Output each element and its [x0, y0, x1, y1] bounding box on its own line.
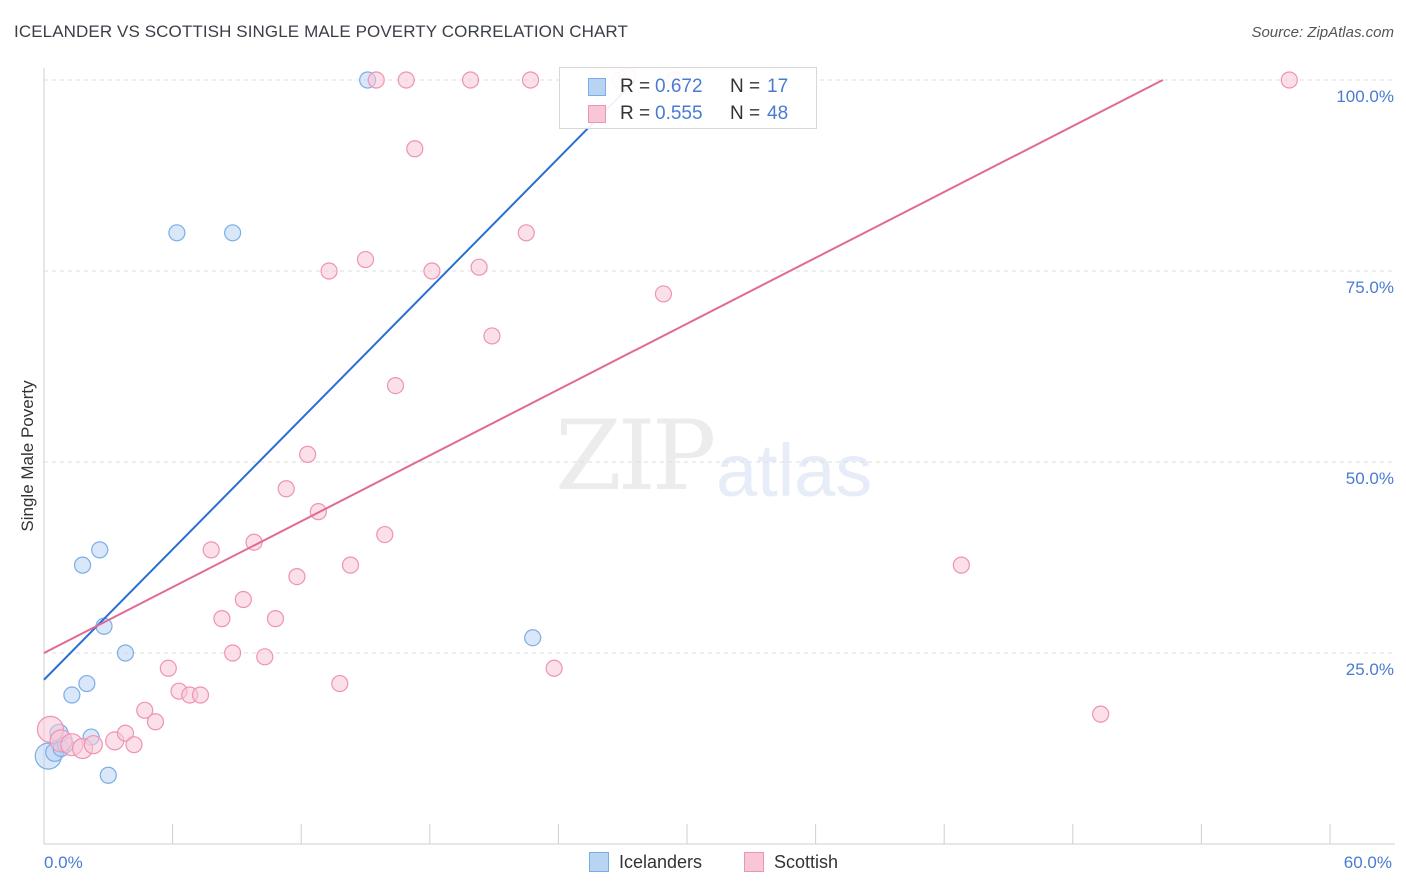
scottish-legend-swatch — [744, 852, 764, 872]
scottish-point-6 — [116, 724, 135, 742]
scottish-swatch — [588, 105, 606, 123]
watermark-zip: ZIP — [555, 400, 716, 512]
scottish-point-13 — [191, 686, 210, 704]
scottish-point-46 — [1280, 71, 1298, 89]
icelanders-point-11 — [73, 556, 92, 574]
scottish-point-21 — [277, 480, 295, 498]
scottish-point-8 — [136, 701, 154, 719]
scottish-point-40 — [545, 659, 563, 677]
n-label: N = — [730, 76, 761, 97]
icelanders-swatch — [588, 78, 606, 96]
scottish-point-42 — [654, 285, 673, 303]
scottish-point-29 — [367, 71, 385, 89]
scottish-point-10 — [159, 659, 177, 677]
y-tick-label-50: 50.0% — [1345, 469, 1394, 488]
legend-item-icelanders[interactable]: Icelanders — [589, 852, 702, 873]
axes — [43, 68, 1395, 845]
icelanders-point-10 — [95, 617, 113, 635]
r-label: R = — [620, 76, 651, 97]
scottish-point-44 — [952, 556, 970, 574]
scottish-point-35 — [461, 71, 480, 89]
icelanders-legend-label: Icelanders — [619, 852, 703, 872]
trend-lines — [43, 79, 1164, 681]
scottish-point-34 — [423, 262, 441, 280]
scottish-point-28 — [356, 250, 375, 269]
scottish-point-30 — [376, 525, 394, 544]
scottish-point-16 — [224, 644, 242, 662]
legend-item-scottish[interactable]: Scottish — [744, 852, 838, 873]
scottish-point-33 — [406, 140, 424, 158]
y-tick-label-25: 25.0% — [1345, 660, 1394, 679]
legend-row-scottish: R = 0.555 N = 48 — [560, 101, 816, 129]
icelanders-point-12 — [91, 541, 109, 559]
icelanders-trend-line — [43, 79, 637, 681]
n-value: 17 — [767, 76, 789, 97]
n-value: 48 — [767, 103, 789, 124]
scottish-point-14 — [202, 541, 220, 559]
stats-legend: R = 0.672 N = 17 R = 0.555 N = 48 — [559, 67, 817, 129]
icelanders-point-14 — [224, 224, 242, 242]
scottish-point-17 — [234, 590, 252, 609]
icelanders-point-13 — [168, 224, 186, 242]
grid-lines — [44, 79, 1395, 654]
scottish-legend-label: Scottish — [774, 852, 839, 872]
y-axis-label: Single Male Poverty — [18, 380, 37, 532]
scottish-point-7 — [125, 736, 143, 754]
data-points — [34, 67, 1298, 784]
legend-row-icelanders: R = 0.672 N = 17 — [560, 74, 816, 102]
source-credit: Source: ZipAtlas.com — [1251, 24, 1394, 41]
icelanders-point-8 — [99, 766, 117, 784]
icelanders-point-9 — [116, 644, 135, 662]
scottish-point-9 — [146, 713, 165, 731]
r-value: 0.555 — [655, 103, 703, 124]
icelanders-point-16 — [524, 629, 542, 647]
n-label: N = — [730, 103, 761, 124]
scottish-point-36 — [470, 258, 488, 276]
scottish-point-31 — [386, 377, 405, 395]
scottish-point-23 — [299, 445, 317, 463]
y-tick-label-75: 75.0% — [1345, 278, 1394, 297]
x-tick-label-max: 60.0% — [1343, 853, 1392, 872]
chart-title: ICELANDER VS SCOTTISH SINGLE MALE POVERT… — [14, 22, 628, 41]
r-value: 0.672 — [655, 76, 703, 97]
r-label: R = — [620, 103, 651, 124]
scottish-point-4 — [83, 735, 103, 755]
x-tick-label-min: 0.0% — [44, 853, 83, 872]
scottish-point-15 — [213, 610, 231, 628]
scottish-point-39 — [521, 71, 540, 89]
watermark-atlas: atlas — [716, 429, 873, 512]
icelanders-point-5 — [63, 686, 81, 704]
scottish-point-25 — [320, 262, 338, 280]
scottish-point-26 — [331, 674, 349, 693]
icelanders-legend-swatch — [589, 852, 609, 872]
scottish-point-20 — [266, 610, 285, 628]
scottish-point-38 — [517, 224, 535, 242]
scottish-point-32 — [397, 71, 415, 89]
scottish-point-45 — [1092, 705, 1110, 723]
scottish-point-37 — [483, 327, 501, 345]
scottish-point-19 — [256, 648, 274, 666]
y-tick-label-100: 100.0% — [1336, 87, 1394, 106]
icelanders-point-6 — [78, 674, 96, 693]
scottish-point-22 — [288, 567, 306, 586]
scottish-trend-line — [43, 79, 1164, 654]
scottish-point-27 — [341, 556, 360, 574]
